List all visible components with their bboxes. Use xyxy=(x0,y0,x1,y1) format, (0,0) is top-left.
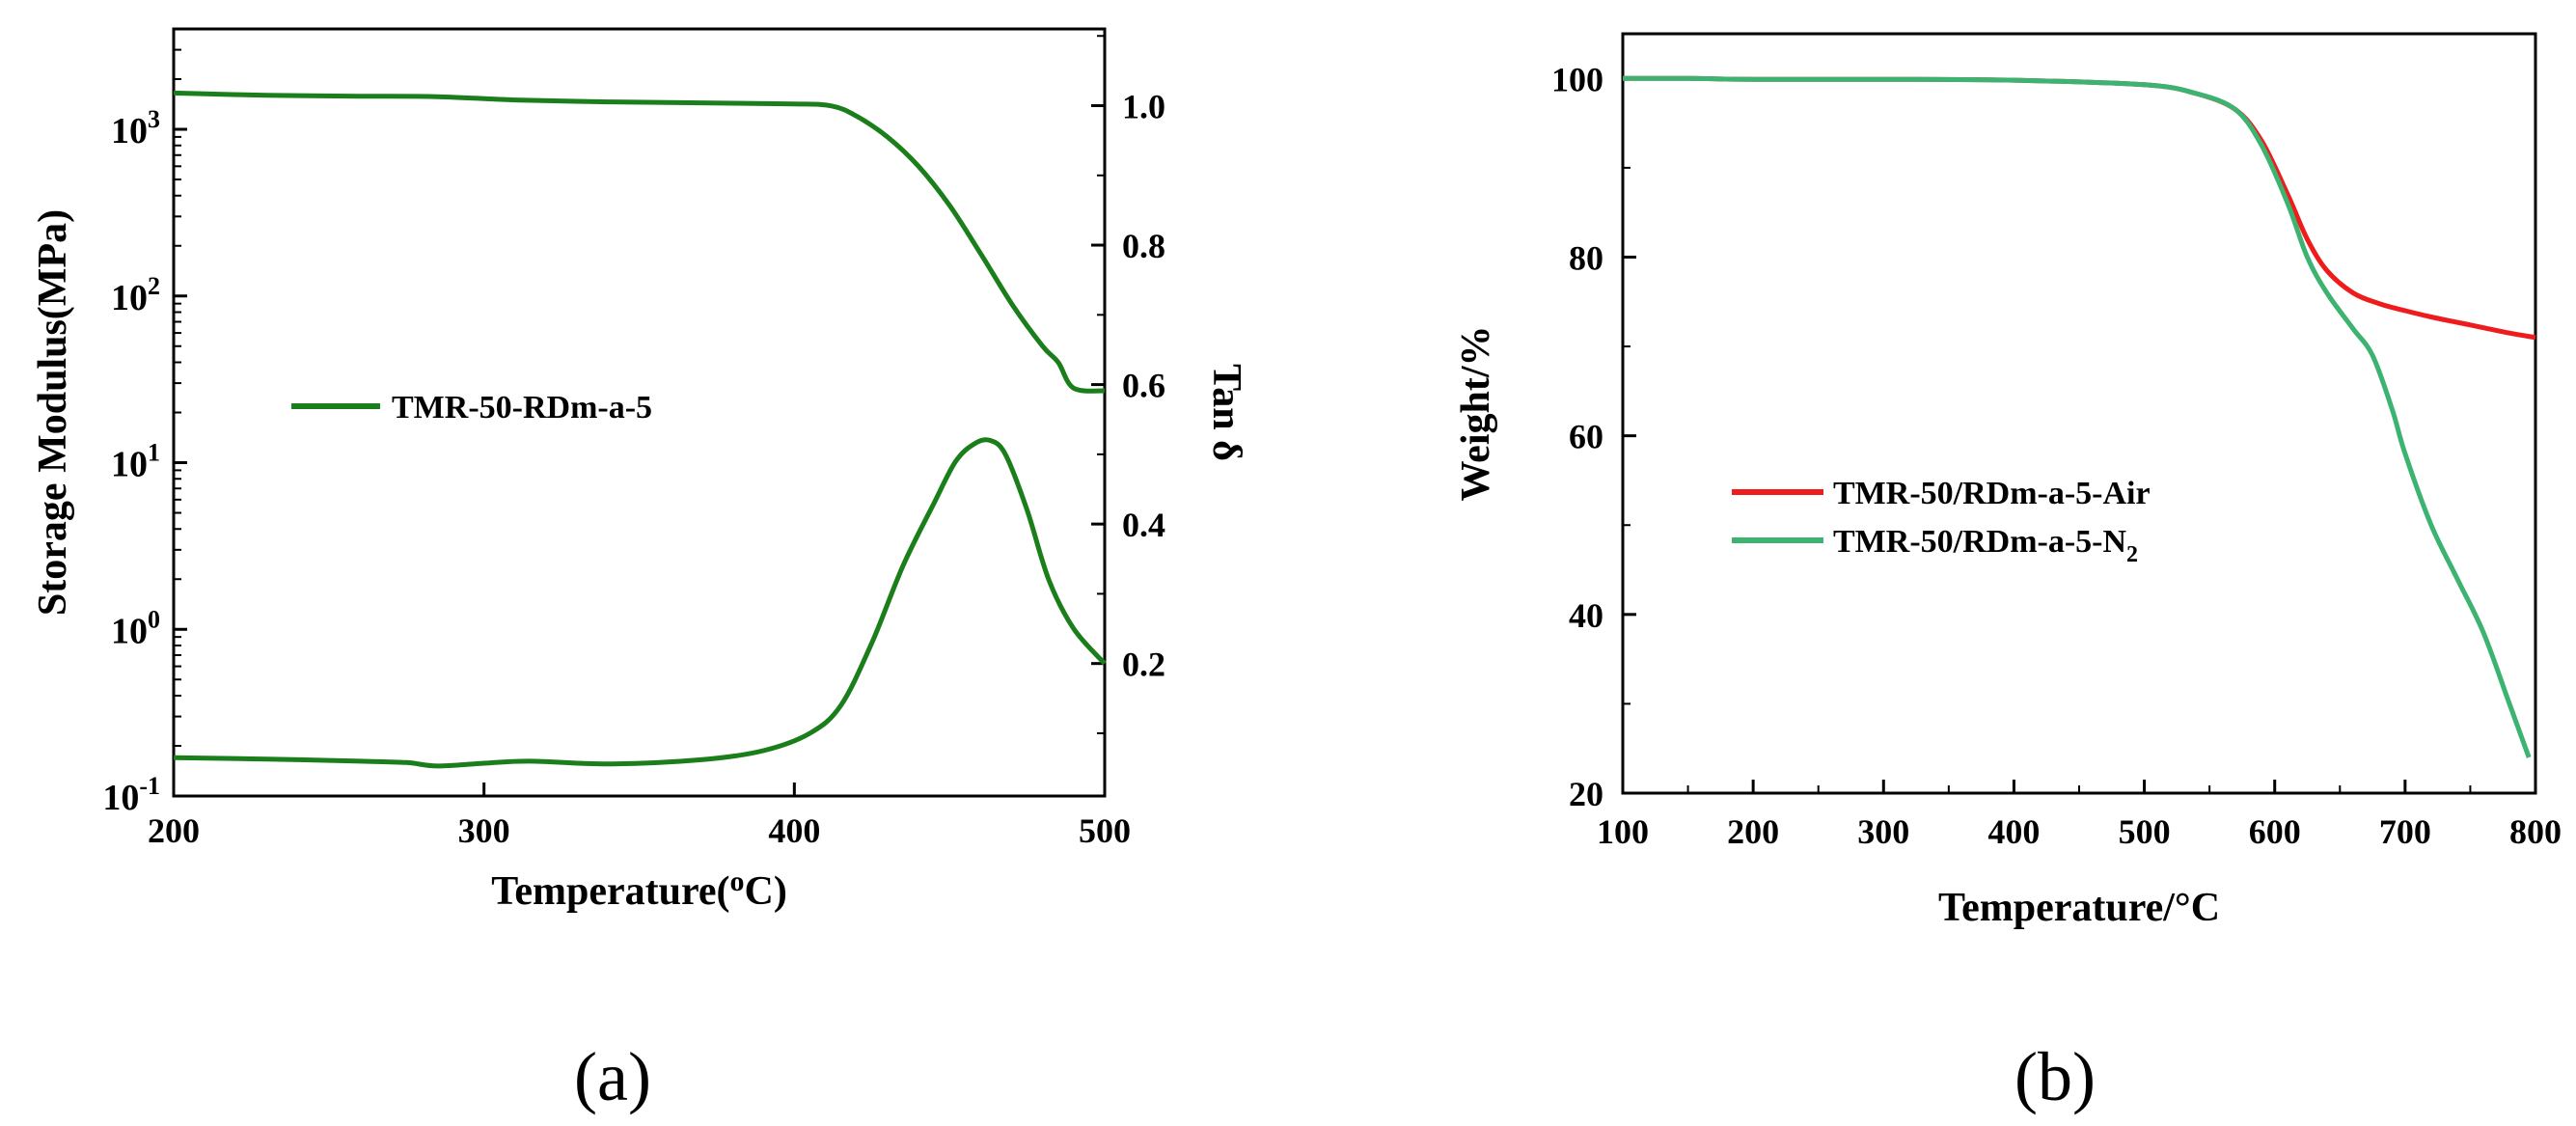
x-tick-label: 300 xyxy=(458,811,510,850)
y-tick-label: 100 xyxy=(1551,60,1603,98)
y-tick-label: 103 xyxy=(111,105,160,151)
y2-tick-label: 1.0 xyxy=(1122,88,1165,126)
y-tick-label: 80 xyxy=(1569,238,1603,277)
y2-tick-label: 0.2 xyxy=(1122,645,1165,684)
plot-frame-b xyxy=(1621,32,2537,795)
chart-b: 100 200 300 400 500 600 700 800 20 40 60 80 100 Tempe… xyxy=(1454,32,2562,1115)
y-tick-label: 10-1 xyxy=(102,772,160,818)
y-tick-label: 100 xyxy=(111,605,160,651)
y2-tick-label: 0.4 xyxy=(1122,506,1165,544)
chart-a: 200 300 400 500 10-1 100 101 102 103 0.2 0.4 0.6 0.8… xyxy=(31,27,1248,1115)
panel-label-b: (b) xyxy=(2014,1038,2096,1115)
y2-tick-label: 0.6 xyxy=(1122,367,1165,405)
y-tick-label: 20 xyxy=(1569,775,1603,813)
x-tick-label: 100 xyxy=(1597,812,1649,851)
legend-label: TMR-50/RDm-a-5-N2 xyxy=(1833,524,2138,567)
x-axis-label: Temperature(oC) xyxy=(491,865,787,914)
x-tick-label: 600 xyxy=(2249,812,2301,851)
y-axis-label: Storage Modulus(MPa) xyxy=(31,209,75,616)
y-tick-label: 40 xyxy=(1569,596,1603,635)
x-tick-label: 300 xyxy=(1857,812,1909,851)
series-line-n2 xyxy=(1622,75,2532,758)
y-tick-label: 60 xyxy=(1569,418,1603,456)
series-line-tan-delta xyxy=(173,437,1107,769)
series-line-air xyxy=(1622,75,2536,341)
legend-label: TMR-50/RDm-a-5-Air xyxy=(1833,476,2151,511)
y-tick-label: 101 xyxy=(111,439,160,485)
panel-label-a: (a) xyxy=(574,1038,651,1115)
x-tick-label: 800 xyxy=(2509,812,2562,851)
y2-tick-label: 0.8 xyxy=(1122,227,1165,265)
y2-axis-label: Tan δ xyxy=(1204,364,1248,461)
x-tick-label: 200 xyxy=(148,811,200,850)
series-line-storage-modulus xyxy=(173,90,1106,394)
x-tick-label: 400 xyxy=(768,811,820,850)
x-tick-label: 500 xyxy=(2119,812,2171,851)
x-tick-label: 400 xyxy=(1987,812,2040,851)
y-axis-label: Weight/% xyxy=(1454,325,1498,501)
y-tick-label: 102 xyxy=(111,272,160,318)
x-axis-label: Temperature/°C xyxy=(1938,886,2220,930)
x-tick-label: 500 xyxy=(1079,811,1131,850)
x-tick-label: 200 xyxy=(1727,812,1779,851)
x-tick-label: 700 xyxy=(2379,812,2431,851)
legend-label: TMR-50-RDm-a-5 xyxy=(392,390,652,426)
